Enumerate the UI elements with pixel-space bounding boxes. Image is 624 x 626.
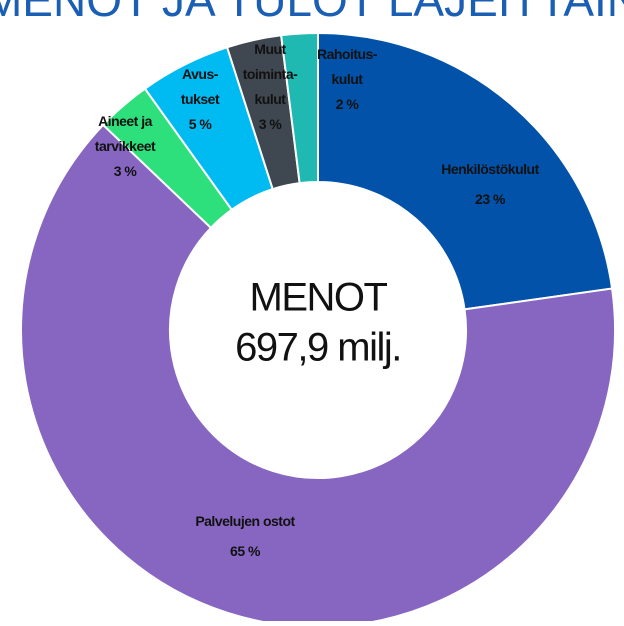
label-line: Muut [254,41,286,57]
slice-label: Avus-tukset 5 % [181,66,220,132]
value-label: 3 % [259,116,283,132]
label-line: kulut [332,71,364,87]
slice-label: Aineet ja tarvikkeet 3 % [95,113,156,179]
donut-slice [280,31,319,185]
label-line: Aineet ja [98,113,153,129]
label-line: Palvelujen ostot [195,513,295,529]
center-text: 697,9 milj. [235,326,401,370]
value-label: 2 % [336,96,360,112]
label-line: Avus- [182,66,219,82]
slice-label: Palvelujen ostot 65 % [195,513,295,559]
donut-slice [20,123,616,626]
value-label: 3 % [114,163,138,179]
label-line: Rahoitus- [317,46,378,62]
slice-label: Muut toiminta-kulut 3 % [243,41,298,132]
chart-title: MENOT JA TULOT LAJEITTAIN [0,0,624,26]
label-line: Henkilöstökulut [441,161,539,177]
value-label: 65 % [230,543,261,559]
slice-label: Henkilöstökulut 23 % [441,161,539,207]
label-line: tukset [181,91,220,107]
donut-slice [317,31,614,311]
label-line: kulut [255,91,287,107]
value-label: 5 % [189,116,213,132]
label-line: toiminta- [243,66,298,82]
center-text: MENOT [250,276,388,320]
value-label: 23 % [475,191,506,207]
slice-label: Rahoitus-kulut 2 % [317,46,378,112]
label-line: tarvikkeet [95,138,156,154]
